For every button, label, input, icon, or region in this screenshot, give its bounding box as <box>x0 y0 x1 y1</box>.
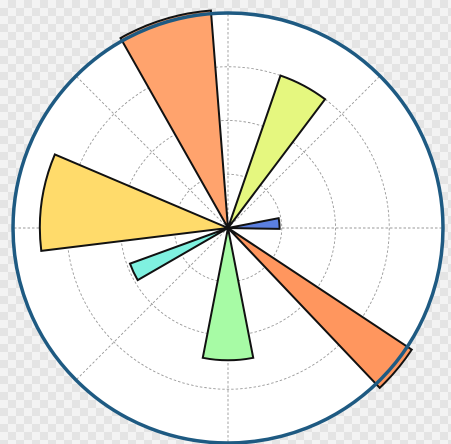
polar-bar <box>227 74 327 229</box>
polar-bar <box>227 216 281 230</box>
polar-bars <box>38 9 414 390</box>
polar-outer-axis <box>11 11 445 444</box>
polar-bar <box>128 227 229 282</box>
polar-bar <box>38 153 232 253</box>
polar-bar <box>201 227 255 362</box>
polar-bar <box>227 227 414 390</box>
polar-bar <box>119 9 229 229</box>
